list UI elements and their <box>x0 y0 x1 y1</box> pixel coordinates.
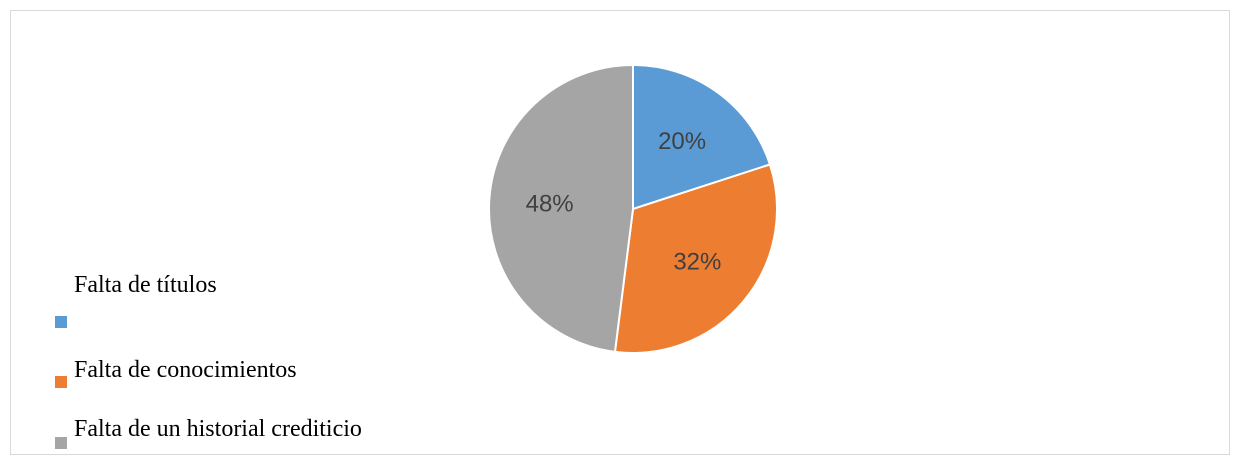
legend-swatch-falta-de-historial-crediticio <box>55 437 67 449</box>
pie-slice-falta-de-historial-crediticio <box>487 63 634 353</box>
legend-label-falta-de-titulos: Falta de títulos <box>74 272 217 298</box>
legend-swatch-falta-de-conocimientos <box>55 376 67 388</box>
chart-frame: 20% 32% 48% Falta de títulos Falta de cono… <box>10 10 1230 455</box>
data-label-falta-de-titulos: 20% <box>658 128 706 155</box>
pie-slice-falta-de-titulos <box>632 63 772 211</box>
data-label-falta-de-conocimientos: 32% <box>673 249 721 276</box>
legend-swatch-falta-de-titulos <box>55 316 67 328</box>
pie-chart: 20% 32% 48% <box>487 63 778 354</box>
data-label-falta-de-historial-crediticio: 48% <box>526 190 574 217</box>
pie-slice-falta-de-conocimientos <box>613 163 778 354</box>
legend-label-falta-de-conocimientos: Falta de conocimientos <box>74 357 297 383</box>
legend-label-falta-de-historial-crediticio: Falta de un historial crediticio <box>74 416 362 442</box>
